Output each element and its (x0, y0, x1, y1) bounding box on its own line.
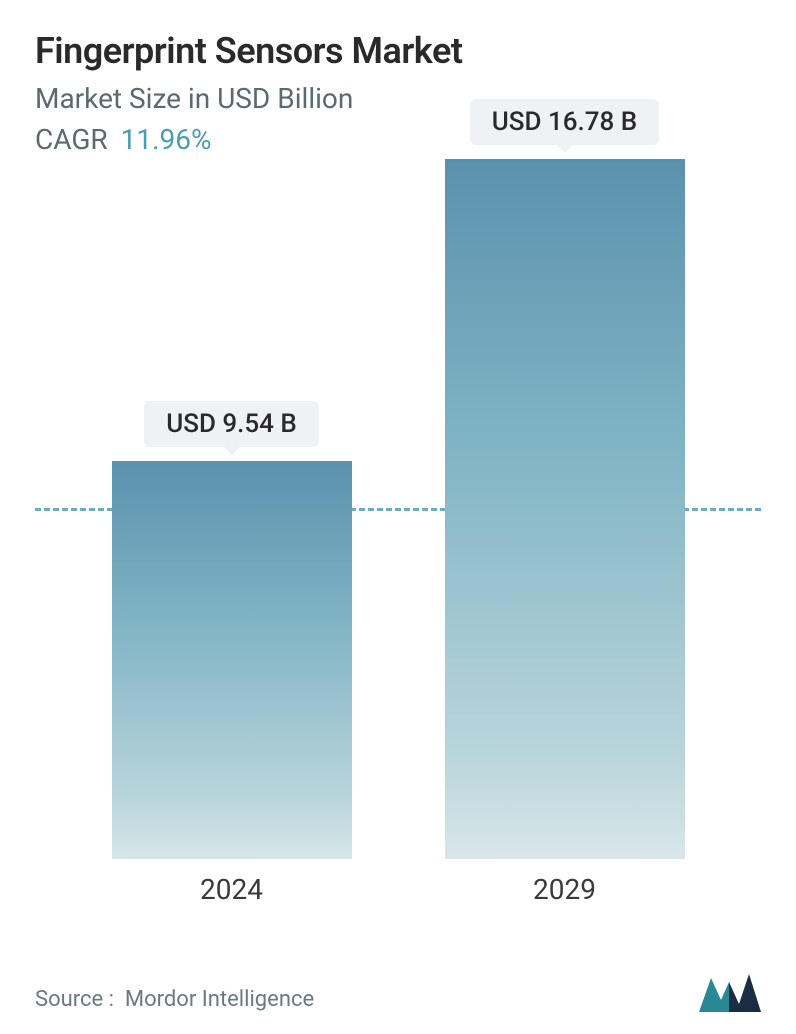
bar-2024 (112, 461, 352, 859)
footer: Source : Mordor Intelligence (35, 970, 761, 1012)
bar-label-2029: USD 16.78 B (470, 99, 659, 145)
x-label-2024: 2024 (200, 873, 263, 906)
cagr-value: 11.96% (121, 123, 212, 156)
bar-label-2024: USD 9.54 B (144, 401, 319, 447)
bar-group-2029: USD 16.78 B 2029 (435, 99, 695, 906)
cagr-label: CAGR (35, 123, 108, 156)
source-label: Source : (35, 987, 114, 1012)
source-value: Mordor Intelligence (125, 987, 314, 1012)
x-label-2029: 2029 (533, 873, 596, 906)
bar-group-2024: USD 9.54 B 2024 (102, 401, 362, 906)
source-text: Source : Mordor Intelligence (35, 987, 314, 1012)
chart-title: Fingerprint Sensors Market (35, 30, 761, 72)
mordor-logo-icon (699, 970, 761, 1012)
chart-area: USD 9.54 B 2024 USD 16.78 B 2029 (35, 186, 761, 906)
bars-container: USD 9.54 B 2024 USD 16.78 B 2029 (65, 186, 731, 906)
bar-2029 (445, 159, 685, 859)
